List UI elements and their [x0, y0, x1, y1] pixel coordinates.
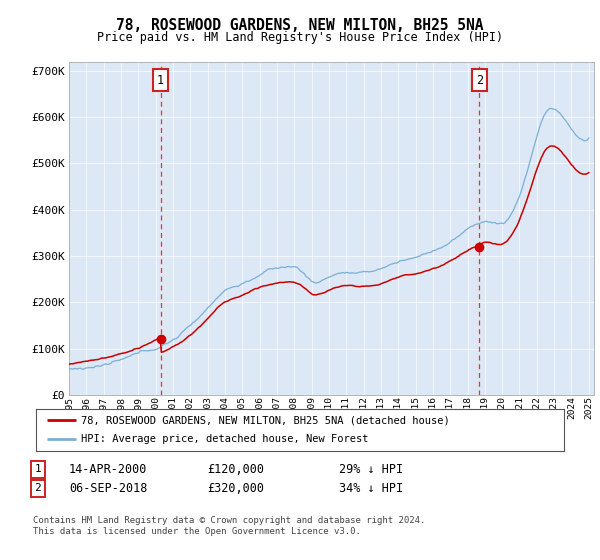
- Text: 78, ROSEWOOD GARDENS, NEW MILTON, BH25 5NA: 78, ROSEWOOD GARDENS, NEW MILTON, BH25 5…: [116, 18, 484, 34]
- Text: £320,000: £320,000: [207, 482, 264, 495]
- Text: 29% ↓ HPI: 29% ↓ HPI: [339, 463, 403, 476]
- Text: 2: 2: [34, 483, 41, 493]
- Text: Price paid vs. HM Land Registry's House Price Index (HPI): Price paid vs. HM Land Registry's House …: [97, 31, 503, 44]
- Text: 06-SEP-2018: 06-SEP-2018: [69, 482, 148, 495]
- Text: Contains HM Land Registry data © Crown copyright and database right 2024.
This d: Contains HM Land Registry data © Crown c…: [33, 516, 425, 536]
- Text: 1: 1: [34, 464, 41, 474]
- Text: £120,000: £120,000: [207, 463, 264, 476]
- Text: 2: 2: [476, 73, 483, 87]
- Text: 14-APR-2000: 14-APR-2000: [69, 463, 148, 476]
- Text: 34% ↓ HPI: 34% ↓ HPI: [339, 482, 403, 495]
- Text: 1: 1: [157, 73, 164, 87]
- Text: 78, ROSEWOOD GARDENS, NEW MILTON, BH25 5NA (detached house): 78, ROSEWOOD GARDENS, NEW MILTON, BH25 5…: [81, 415, 449, 425]
- Text: HPI: Average price, detached house, New Forest: HPI: Average price, detached house, New …: [81, 435, 368, 445]
